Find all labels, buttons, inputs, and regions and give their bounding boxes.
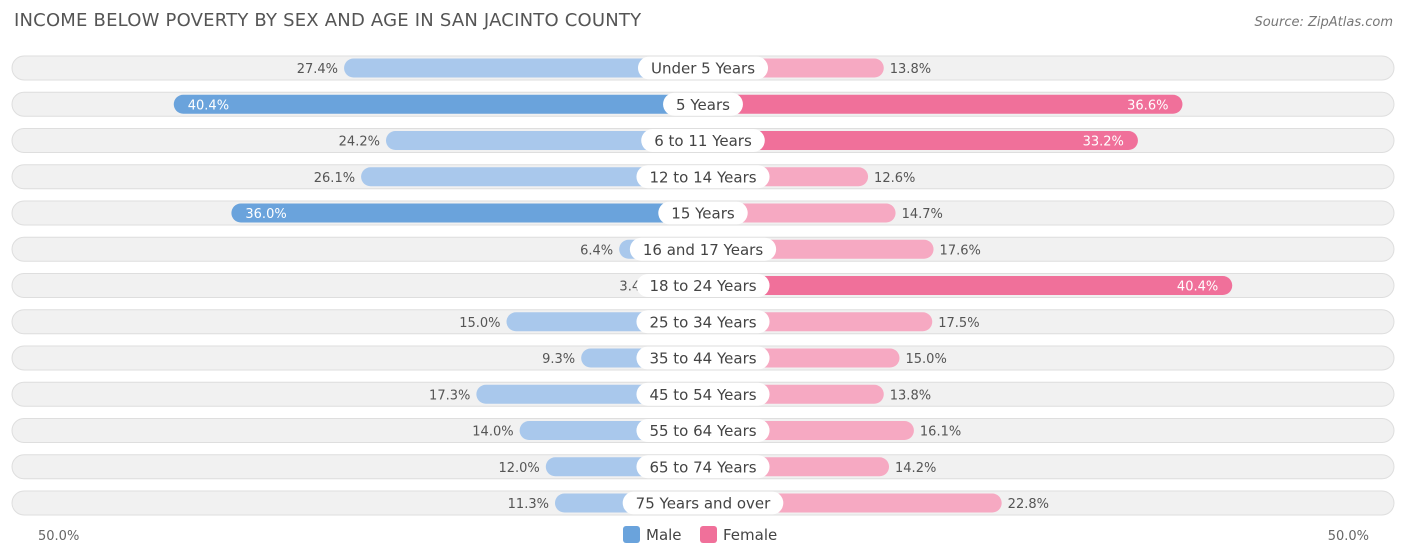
male-value-label: 36.0% xyxy=(245,207,286,222)
category-label: 18 to 24 Years xyxy=(649,277,756,295)
male-value-label: 27.4% xyxy=(297,62,338,77)
category-label-background xyxy=(636,455,770,479)
female-bar xyxy=(703,94,1183,114)
female-value-label: 17.5% xyxy=(938,316,979,331)
legend-label-female: Female xyxy=(723,526,777,544)
male-value-label: 9.3% xyxy=(542,352,575,367)
male-value-label: 40.4% xyxy=(188,98,229,113)
category-label: 65 to 74 Years xyxy=(649,458,756,476)
category-label-background xyxy=(637,56,769,80)
chart-source: Source: ZipAtlas.com xyxy=(1254,15,1393,30)
male-value-label: 24.2% xyxy=(339,135,380,150)
female-bar xyxy=(703,276,1233,295)
category-label-background xyxy=(663,92,743,116)
category-label: 6 to 11 Years xyxy=(654,132,752,150)
female-value-label: 12.6% xyxy=(874,171,915,186)
category-label: 45 to 54 Years xyxy=(649,386,756,404)
female-value-label: 22.8% xyxy=(1008,497,1049,512)
female-value-label: 36.6% xyxy=(1127,98,1168,113)
category-label: 5 Years xyxy=(676,96,730,114)
male-bar xyxy=(344,58,703,78)
male-value-label: 14.0% xyxy=(472,425,513,440)
male-value-label: 26.1% xyxy=(314,171,355,186)
category-label-background xyxy=(636,382,770,406)
category-label: 15 Years xyxy=(671,205,735,223)
female-value-label: 17.6% xyxy=(940,243,981,258)
category-label-background xyxy=(636,346,770,370)
female-value-label: 13.8% xyxy=(890,62,931,77)
female-bar xyxy=(703,203,896,223)
female-bar xyxy=(703,131,1138,150)
female-value-label: 14.2% xyxy=(895,461,936,476)
female-value-label: 15.0% xyxy=(906,352,947,367)
category-label-background xyxy=(658,201,748,225)
chart-title: INCOME BELOW POVERTY BY SEX AND AGE IN S… xyxy=(14,10,642,31)
legend-swatch-male xyxy=(623,526,640,543)
female-value-label: 33.2% xyxy=(1083,135,1124,150)
category-label-background xyxy=(636,274,770,297)
axis-label-left: 50.0% xyxy=(38,529,79,544)
legend-swatch-female xyxy=(700,526,717,543)
category-label-background xyxy=(641,129,765,152)
category-label: 35 to 44 Years xyxy=(649,350,756,368)
category-label: Under 5 Years xyxy=(651,60,755,78)
category-label: 16 and 17 Years xyxy=(643,241,763,259)
category-label: 55 to 64 Years xyxy=(649,422,756,440)
female-value-label: 14.7% xyxy=(902,207,943,222)
male-bar xyxy=(385,131,703,150)
female-value-label: 16.1% xyxy=(920,425,961,440)
male-value-label: 12.0% xyxy=(498,461,539,476)
category-label-background xyxy=(636,165,770,189)
female-value-label: 13.8% xyxy=(890,388,931,403)
category-label: 12 to 14 Years xyxy=(649,168,756,186)
male-value-label: 6.4% xyxy=(580,243,613,258)
category-label-background xyxy=(629,237,777,261)
category-label: 75 Years and over xyxy=(636,495,771,513)
male-value-label: 15.0% xyxy=(459,316,500,331)
category-label-background xyxy=(636,419,770,442)
male-value-label: 17.3% xyxy=(429,388,470,403)
male-bar xyxy=(173,94,703,114)
category-label: 25 to 34 Years xyxy=(649,313,756,331)
male-bar xyxy=(231,203,703,223)
axis-label-right: 50.0% xyxy=(1328,529,1369,544)
male-bar xyxy=(361,167,703,187)
category-label-background xyxy=(636,310,770,334)
female-value-label: 40.4% xyxy=(1177,280,1218,295)
male-value-label: 11.3% xyxy=(508,497,549,512)
category-label-background xyxy=(622,491,784,515)
legend-label-male: Male xyxy=(646,526,682,544)
